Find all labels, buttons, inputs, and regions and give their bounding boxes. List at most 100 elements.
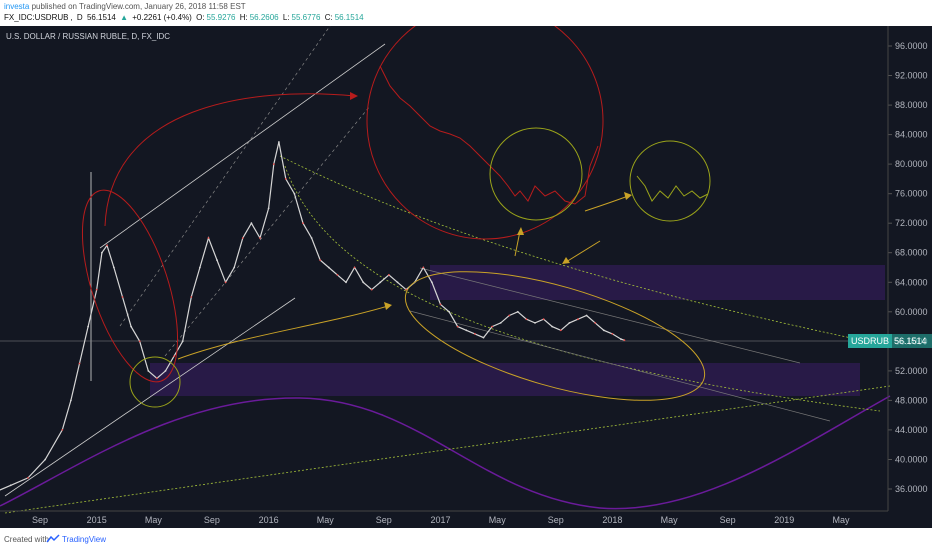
price-point <box>319 259 322 261</box>
x-tick-label: 2019 <box>774 515 794 525</box>
yellow-ellipse-2017 <box>404 271 706 401</box>
price-point <box>525 318 528 321</box>
price-line <box>0 141 625 491</box>
tradingview-brand[interactable]: TradingView <box>62 535 107 544</box>
y-tick-label: 64.0000 <box>895 277 928 287</box>
red-arc-arrow <box>104 93 356 227</box>
long-dotted-trendline <box>4 385 891 514</box>
tradingview-logo-icon <box>46 534 60 543</box>
dotted-resistance-curve <box>279 155 881 345</box>
yellow-arrow-2 <box>514 230 521 257</box>
price-point <box>482 336 485 339</box>
price-point <box>620 338 622 340</box>
price-point <box>241 237 244 239</box>
chart-area[interactable]: 36.000040.000044.000048.000052.000056.00… <box>0 26 932 528</box>
y-tick-label: 48.0000 <box>895 395 928 405</box>
price-point <box>9 484 12 487</box>
inset-miniature <box>379 65 709 205</box>
dashed-fan-line-1 <box>119 26 331 327</box>
price-point <box>422 266 425 269</box>
price-point <box>353 266 356 269</box>
price-point <box>233 266 236 269</box>
price-point <box>551 325 554 328</box>
yellow-arrowhead-3 <box>624 192 632 200</box>
price-point <box>181 340 184 343</box>
price-point <box>491 325 493 328</box>
price-point <box>508 314 511 317</box>
price-point <box>370 288 373 291</box>
open-label: O: <box>196 13 205 22</box>
open-value: 55.9276 <box>206 13 236 22</box>
publish-info: investa published on TradingView.com, Ja… <box>4 2 246 11</box>
annotation-shapes <box>81 26 711 408</box>
publish-text: published on TradingView.com, January 26… <box>31 2 246 11</box>
price-point <box>190 296 193 298</box>
price-point <box>138 340 141 343</box>
price-point <box>61 429 64 431</box>
inset-green-price <box>636 175 709 202</box>
price-point <box>448 310 450 313</box>
x-tick-label: May <box>317 515 335 525</box>
x-tick-label: 2018 <box>602 515 622 525</box>
price-tag-bg <box>892 334 932 348</box>
price-point <box>568 322 571 324</box>
price-point <box>456 325 459 328</box>
high-value: 56.2606 <box>249 13 279 22</box>
price-point <box>78 362 81 365</box>
y-tick-label: 68.0000 <box>895 248 928 258</box>
x-tick-label: May <box>661 515 679 525</box>
author-link[interactable]: investa <box>4 2 30 11</box>
yellow-arrow-3 <box>584 195 629 212</box>
price-point <box>431 281 433 284</box>
yellow-arrowhead-1 <box>384 302 392 310</box>
green-circle-target <box>629 140 711 222</box>
up-arrow-icon: ▲ <box>120 13 129 22</box>
price-point <box>224 281 227 284</box>
x-tick-label: Sep <box>204 515 220 525</box>
y-tick-label: 40.0000 <box>895 455 928 465</box>
price-point <box>147 370 150 372</box>
price-point <box>594 322 597 324</box>
price-point <box>87 325 89 328</box>
price-point <box>95 288 98 291</box>
red-ellipse-2015 <box>81 189 179 383</box>
price-point <box>302 222 304 225</box>
y-tick-label: 76.0000 <box>895 189 928 199</box>
x-tick-label: 2015 <box>87 515 107 525</box>
y-tick-label: 92.0000 <box>895 71 928 81</box>
price-tag-text: 56.1514 <box>894 336 927 346</box>
price-point <box>250 222 253 225</box>
lower-channel-line <box>4 297 296 497</box>
price-point <box>272 163 275 166</box>
price-point <box>585 314 588 317</box>
gray-projection-line <box>419 267 801 364</box>
upper-channel-line <box>99 43 386 249</box>
price-point <box>284 178 287 180</box>
price-point <box>388 274 390 276</box>
inset-red-price <box>379 65 599 205</box>
lower-support-zone <box>150 363 860 396</box>
price-point <box>216 259 218 261</box>
ohlc-line: FX_IDC:USDRUB, D 56.1514 ▲ +0.2261 (+0.4… <box>4 13 364 22</box>
price-point <box>44 458 47 461</box>
yellow-arrow-1 <box>177 305 389 360</box>
trend-lines <box>0 26 891 514</box>
yellow-arrow-4 <box>565 240 601 263</box>
price-point <box>623 339 626 342</box>
price-point <box>405 288 407 291</box>
price-point <box>577 318 579 321</box>
price-point <box>534 322 536 324</box>
price-point <box>345 281 347 284</box>
y-tick-label: 44.0000 <box>895 425 928 435</box>
chart-title: U.S. DOLLAR / RUSSIAN RUBLE, D, FX_IDC <box>6 32 171 41</box>
price-chart[interactable]: 36.000040.000044.000048.000052.000056.00… <box>0 26 932 528</box>
price-point <box>362 281 365 284</box>
price-axis[interactable]: 36.000040.000044.000048.000052.000056.00… <box>887 26 928 511</box>
price-point <box>499 322 502 324</box>
price-point <box>278 141 280 143</box>
price-point <box>207 237 210 239</box>
purple-zones <box>150 265 885 396</box>
publish-header: investa published on TradingView.com, Ja… <box>0 0 932 26</box>
time-axis[interactable]: Sep 2015 May Sep 2016 May Sep 2017 May Sep 2018 May… <box>0 510 888 525</box>
purple-wave-curve <box>0 395 891 510</box>
